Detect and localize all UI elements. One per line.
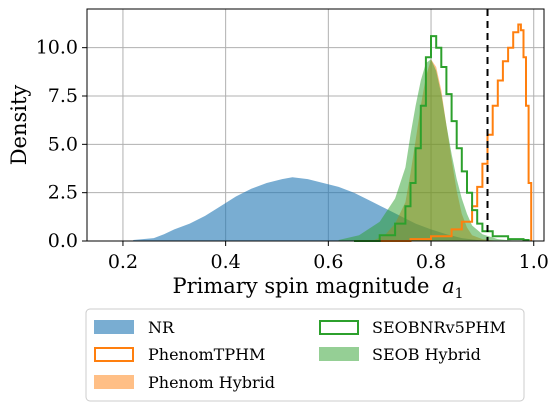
legend-swatch-phenomtphm <box>94 347 134 362</box>
y-tick-label: 10.0 <box>36 37 78 59</box>
legend-swatch-phenom-hybrid <box>94 375 134 389</box>
plot-frame <box>86 8 545 242</box>
series-phenomtphm <box>379 23 533 242</box>
ticks: 0.2 0.4 0.6 0.8 1.0 0.0 2.5 5.0 7.5 10.0 <box>36 37 549 273</box>
legend-swatch-nr <box>94 320 134 334</box>
x-tick-label: 0.4 <box>211 251 241 273</box>
x-tick-label: 0.6 <box>313 251 343 273</box>
legend-label-seob-hybrid: SEOB Hybrid <box>372 345 481 364</box>
x-tick-label: 1.0 <box>519 251 549 273</box>
y-tick-label: 5.0 <box>48 133 78 155</box>
x-axis-label-symbol: a <box>442 274 455 298</box>
y-tick-label: 7.5 <box>48 85 78 107</box>
legend-label-phenom-hybrid: Phenom Hybrid <box>148 373 275 392</box>
x-axis-label-subscript: 1 <box>455 286 464 302</box>
legend-label-seobnrv5phm: SEOBNRv5PHM <box>372 318 506 337</box>
legend: NR PhenomTPHM Phenom Hybrid SEOBNRv5PHM … <box>85 308 525 402</box>
y-tick-label: 0.0 <box>48 230 78 252</box>
series-layer <box>133 23 533 242</box>
legend-swatch-seob-hybrid <box>319 347 359 361</box>
y-axis-label: Density <box>7 85 31 166</box>
y-tick-label: 2.5 <box>48 182 78 204</box>
series-seob-hybrid <box>338 59 524 241</box>
x-axis-label: Primary spin magnitude a1 <box>172 274 463 302</box>
x-tick-label: 0.2 <box>108 251 138 273</box>
x-tick-label: 0.8 <box>416 251 446 273</box>
legend-frame <box>85 308 525 402</box>
legend-label-phenomtphm: PhenomTPHM <box>148 345 265 364</box>
legend-label-nr: NR <box>148 318 175 337</box>
legend-swatch-seobnrv5phm <box>319 320 359 335</box>
series-seobnrv5phm <box>354 35 530 242</box>
x-axis-label-text: Primary spin magnitude <box>172 274 429 298</box>
